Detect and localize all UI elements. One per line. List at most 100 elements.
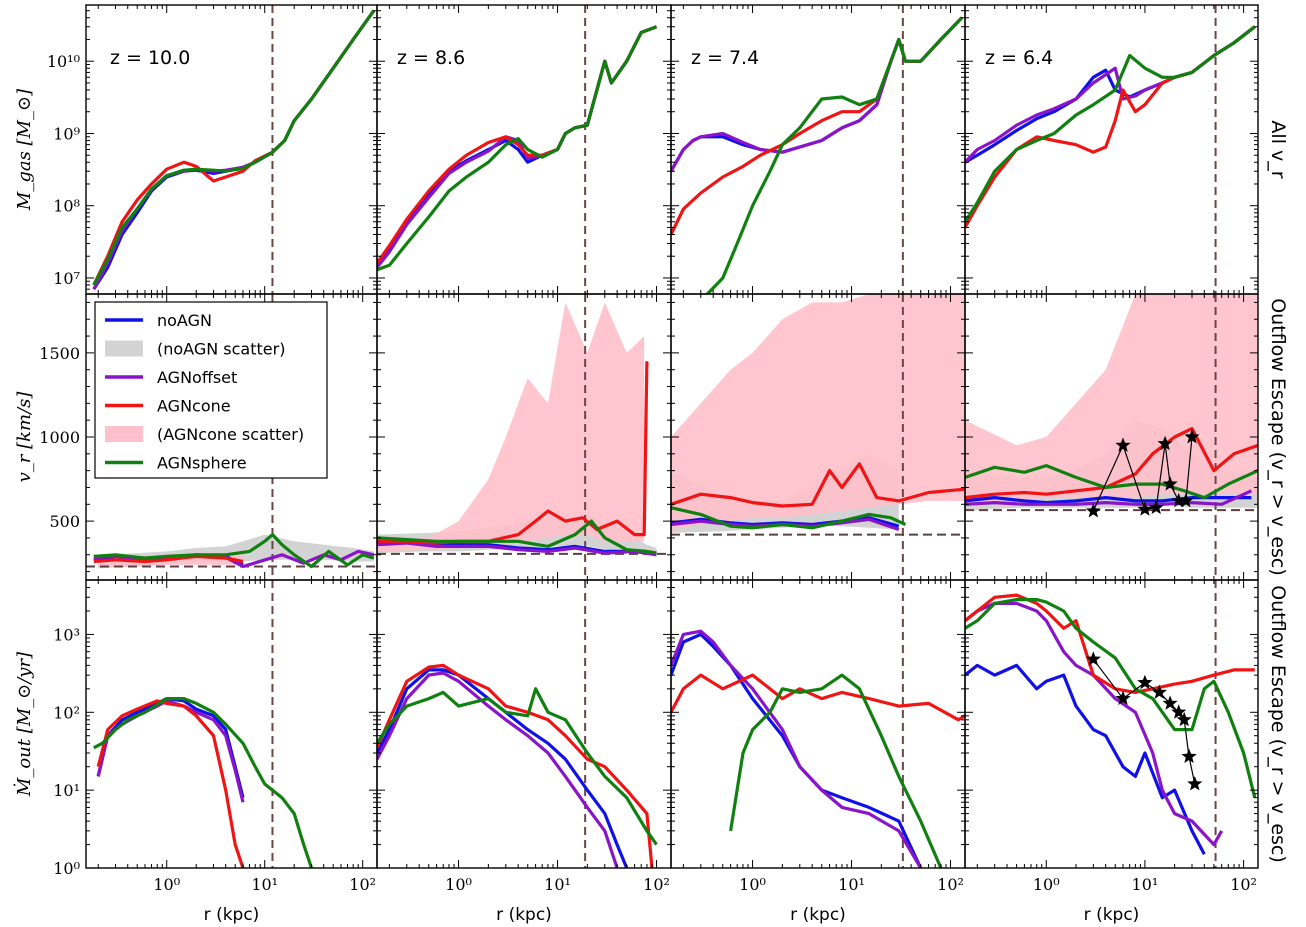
- series-line-AGNsphere: [92, 9, 376, 286]
- legend-label: AGNsphere: [157, 454, 247, 473]
- series-line-noAGN: [96, 697, 245, 799]
- y-tick-label: 10¹: [53, 781, 80, 800]
- x-tick-label: 10¹: [838, 875, 865, 894]
- star-marker: [1137, 674, 1153, 690]
- series-line-AGNcone: [671, 462, 965, 508]
- legend-label: AGNoffset: [157, 368, 237, 387]
- legend-label: (AGNcone scatter): [157, 425, 304, 444]
- y-tick-label: 10³: [53, 625, 80, 644]
- star-marker: [1184, 429, 1200, 444]
- row-label-right: Outflow Escape (v_r > v_esc): [1267, 298, 1289, 576]
- y-tick-label: 10⁸: [53, 197, 80, 216]
- axes-r2-c3: [964, 579, 1259, 869]
- y-tick-label: 10⁷: [53, 269, 80, 288]
- y-axis-label: Ṁ_out [M_⊙/yr]: [12, 651, 35, 797]
- y-tick-label: 10⁰: [53, 859, 80, 878]
- redshift-label: z = 8.6: [397, 47, 465, 69]
- star-marker: [1178, 492, 1194, 508]
- series-line-AGNoffset: [965, 489, 1253, 506]
- x-tick-label: 10⁰: [1033, 875, 1060, 894]
- series-line-AGNcone: [96, 699, 245, 868]
- y-axis-label: M_gas [M_⊙]: [14, 88, 35, 211]
- x-tick-label: 10⁰: [153, 875, 180, 894]
- star-marker: [1171, 704, 1187, 719]
- series-line-AGNsphere: [377, 687, 658, 846]
- series-line-AGNsphere: [93, 697, 314, 868]
- row-label-right: Outflow Escape (v_r > v_esc): [1267, 585, 1289, 863]
- star-marker: [1151, 684, 1167, 699]
- panel-frame: [376, 579, 672, 869]
- panel-r1-c3: [965, 294, 1258, 580]
- series-line-noAGN: [671, 632, 923, 868]
- panel-r0-c0: [92, 5, 376, 294]
- series-line-AGNcone: [93, 554, 244, 564]
- star-marker: [1162, 695, 1178, 710]
- star-marker: [1085, 503, 1101, 518]
- panel-r2-c2: [671, 580, 965, 868]
- series-line-AGNsphere: [93, 533, 375, 569]
- redshift-label: z = 7.4: [691, 47, 759, 69]
- row-label-right: All v_r: [1267, 120, 1289, 178]
- x-tick-label: 10¹: [251, 875, 278, 894]
- x-tick-label: 10¹: [1132, 875, 1159, 894]
- x-axis-label: r (kpc): [496, 905, 552, 925]
- series-line-AGNsphere: [671, 506, 907, 530]
- series-line-AGNsphere: [377, 25, 658, 272]
- legend-swatch: [105, 426, 143, 442]
- star-marker: [1085, 651, 1101, 666]
- star-marker: [1115, 437, 1131, 452]
- y-tick-label: 1500: [39, 344, 80, 363]
- panel-r0-c3: [965, 5, 1256, 294]
- panel-r2-c3: [965, 580, 1257, 868]
- x-tick-label: 10²: [643, 875, 670, 894]
- star-marker: [1187, 776, 1203, 791]
- x-tick-label: 10²: [937, 875, 964, 894]
- series-line-AGNcone: [377, 663, 654, 868]
- star-marker: [1157, 435, 1173, 451]
- legend-frame: [94, 301, 328, 479]
- star-marker: [1171, 492, 1187, 508]
- y-tick-label: 10¹⁰: [47, 52, 80, 71]
- x-axis-label: r (kpc): [1084, 905, 1140, 925]
- legend-label: (noAGN scatter): [157, 340, 285, 359]
- panel-r1-c2: [671, 294, 965, 580]
- series-line-AGNcone: [965, 593, 1255, 694]
- panel-r0-c1: [377, 5, 658, 294]
- y-tick-label: 10⁹: [53, 124, 80, 143]
- y-tick-label: 500: [49, 512, 80, 531]
- y-axis-label: v_r [km/s]: [14, 391, 35, 483]
- panel-r2-c1: [377, 580, 658, 868]
- x-tick-label: 10²: [1230, 875, 1257, 894]
- series-line-AGNcone: [671, 673, 965, 722]
- series-line-AGNsphere: [965, 598, 1257, 799]
- legend: noAGN (noAGN scatter) AGNoffset AGNcone (AGN…: [94, 301, 328, 479]
- legend-label: noAGN: [157, 311, 212, 330]
- redshift-label: z = 10.0: [110, 47, 190, 69]
- series-line-AGNsphere: [965, 25, 1256, 223]
- scatter-band-AGNcone: [671, 294, 965, 530]
- redshift-label: z = 6.4: [985, 47, 1053, 69]
- panel-r0-c2: [671, 5, 963, 294]
- series-line-noAGN: [671, 516, 900, 528]
- star-marker: [1148, 499, 1164, 515]
- x-tick-label: 10¹: [544, 875, 571, 894]
- star-marker: [1162, 476, 1178, 491]
- x-tick-label: 10²: [349, 875, 376, 894]
- star-marker: [1181, 748, 1197, 763]
- star-marker: [1176, 711, 1192, 727]
- series-line-noAGN: [965, 663, 1206, 856]
- series-line-AGNcone: [965, 427, 1258, 500]
- scatter-band-AGNcone: [377, 302, 645, 552]
- series-line-AGNoffset: [377, 541, 657, 557]
- panel-r2-c0: [93, 580, 314, 868]
- panel-r1-c1: [377, 294, 671, 580]
- legend-swatch: [105, 340, 143, 357]
- star-marker: [1137, 501, 1153, 516]
- series-line-AGNsphere: [377, 519, 657, 555]
- axes-r2-c1: [376, 579, 672, 869]
- y-tick-label: 10²: [53, 703, 80, 722]
- series-line-AGNoffset: [671, 16, 963, 172]
- series-line-AGNoffset: [377, 671, 619, 868]
- panel-frame: [964, 579, 1259, 869]
- star-marker: [1115, 690, 1131, 705]
